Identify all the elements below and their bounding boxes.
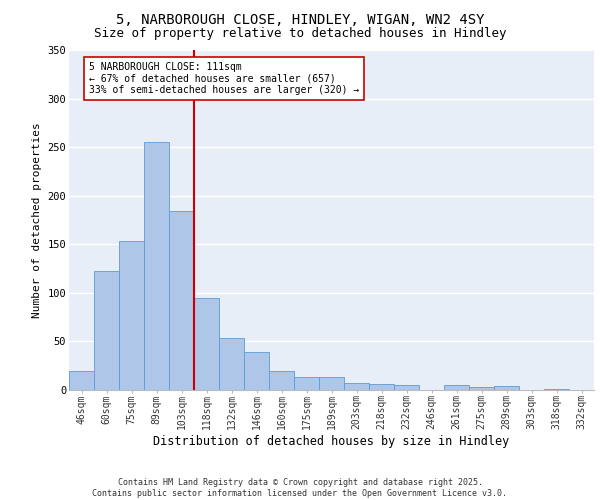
Bar xyxy=(194,298,219,390)
Text: Size of property relative to detached houses in Hindley: Size of property relative to detached ho… xyxy=(94,28,506,40)
X-axis label: Distribution of detached houses by size in Hindley: Distribution of detached houses by size … xyxy=(154,435,509,448)
Bar xyxy=(544,389,569,390)
Bar xyxy=(319,378,344,390)
Bar xyxy=(269,370,294,390)
Bar xyxy=(169,212,194,390)
Text: 5 NARBOROUGH CLOSE: 111sqm
← 67% of detached houses are smaller (657)
33% of sem: 5 NARBOROUGH CLOSE: 111sqm ← 67% of deta… xyxy=(89,62,359,95)
Bar xyxy=(219,338,244,390)
Bar xyxy=(69,370,94,390)
Bar xyxy=(94,272,119,390)
Bar xyxy=(394,385,419,390)
Text: Contains HM Land Registry data © Crown copyright and database right 2025.
Contai: Contains HM Land Registry data © Crown c… xyxy=(92,478,508,498)
Bar xyxy=(494,386,519,390)
Bar xyxy=(469,387,494,390)
Bar xyxy=(294,378,319,390)
Bar xyxy=(119,242,144,390)
Bar xyxy=(369,384,394,390)
Text: 5, NARBOROUGH CLOSE, HINDLEY, WIGAN, WN2 4SY: 5, NARBOROUGH CLOSE, HINDLEY, WIGAN, WN2… xyxy=(116,12,484,26)
Bar xyxy=(144,142,169,390)
Y-axis label: Number of detached properties: Number of detached properties xyxy=(32,122,42,318)
Bar xyxy=(244,352,269,390)
Bar xyxy=(444,385,469,390)
Bar xyxy=(344,383,369,390)
